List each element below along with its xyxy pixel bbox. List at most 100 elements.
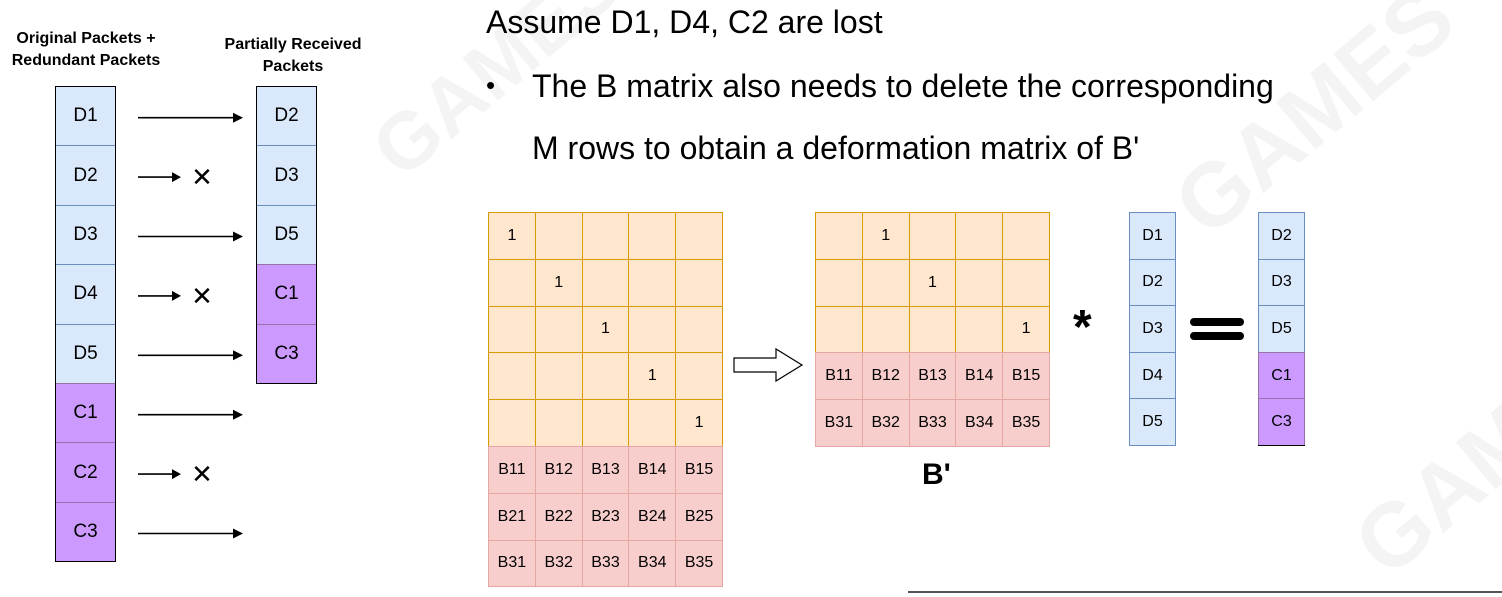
full-identity-cell bbox=[581, 212, 630, 260]
full-b-cell: B34 bbox=[628, 539, 677, 588]
equals-sign-icon bbox=[1190, 318, 1244, 340]
bprime-identity-cell bbox=[815, 212, 863, 260]
bprime-identity-cell bbox=[908, 305, 957, 354]
received-packets-header: Partially Received Packets bbox=[214, 34, 372, 78]
bprime-b-cell: B13 bbox=[908, 352, 957, 401]
data-vector: D1 D2 D3 D4 D5 bbox=[1129, 212, 1176, 446]
full-b-cell: B14 bbox=[628, 446, 677, 494]
transmission-arrows: ✕ ✕ ✕ bbox=[138, 112, 243, 539]
sent-arrow-head bbox=[233, 350, 243, 361]
sent-arrow-head bbox=[233, 231, 243, 242]
original-packets-border bbox=[55, 86, 116, 563]
bullet-line-1: The B matrix also needs to delete the co… bbox=[532, 68, 1274, 104]
bprime-identity-cell bbox=[955, 212, 1004, 260]
full-identity-cell bbox=[628, 258, 677, 307]
bprime-identity-cell bbox=[815, 305, 863, 354]
page-title: Assume D1, D4, C2 are lost bbox=[486, 4, 883, 40]
full-identity-cell: 1 bbox=[675, 399, 723, 447]
full-identity-cell bbox=[534, 399, 583, 447]
data-vector-cell-d4: D4 bbox=[1129, 351, 1176, 400]
bprime-identity-cell: 1 bbox=[1002, 305, 1050, 354]
full-identity-cell bbox=[675, 305, 723, 354]
bprime-b-cell: B33 bbox=[908, 399, 957, 447]
bprime-identity-cell bbox=[955, 305, 1004, 354]
bullet-symbol: • bbox=[486, 70, 496, 100]
bprime-b-cell: B31 bbox=[815, 399, 863, 447]
lost-arrow-head bbox=[172, 172, 181, 183]
received-packet-c1: C1 bbox=[256, 264, 317, 325]
full-identity-cell bbox=[628, 399, 677, 447]
full-identity-cell bbox=[581, 258, 630, 307]
bullet-line-2: M rows to obtain a deformation matrix of… bbox=[532, 130, 1140, 166]
bprime-identity-cell bbox=[1002, 212, 1050, 260]
bprime-identity-cell: 1 bbox=[908, 258, 957, 307]
original-packet-d5: D5 bbox=[55, 323, 116, 384]
bprime-b-cell: B12 bbox=[861, 352, 910, 401]
result-vector-cell-c1: C1 bbox=[1258, 351, 1305, 400]
full-identity-cell bbox=[628, 212, 677, 260]
original-packets-header-line1: Original Packets + bbox=[16, 30, 156, 47]
bprime-identity-cell bbox=[861, 258, 910, 307]
result-vector: D2 D3 D5 C1 C3 bbox=[1258, 212, 1305, 446]
bprime-identity-cell bbox=[861, 305, 910, 354]
watermark: GAMES bbox=[1336, 306, 1502, 597]
bprime-b-cell: B35 bbox=[1002, 399, 1050, 447]
sent-arrow-head bbox=[233, 528, 243, 539]
original-packets-header-line2: Redundant Packets bbox=[11, 52, 161, 69]
lost-x-icon: ✕ bbox=[191, 460, 213, 490]
full-identity-cell: 1 bbox=[628, 352, 677, 401]
bprime-identity-cell bbox=[815, 258, 863, 307]
full-b-cell: B12 bbox=[534, 446, 583, 494]
lost-arrow-head bbox=[172, 290, 181, 301]
bprime-identity-cell: 1 bbox=[861, 212, 910, 260]
received-packets-header-line1: Partially Received bbox=[224, 36, 362, 53]
multiply-symbol: * bbox=[1073, 301, 1092, 354]
full-identity-cell bbox=[488, 352, 536, 401]
bprime-b-cell: B32 bbox=[861, 399, 910, 447]
received-packet-d5: D5 bbox=[256, 204, 317, 266]
full-b-cell: B31 bbox=[488, 539, 536, 588]
bprime-b-cell: B15 bbox=[1002, 352, 1050, 401]
full-identity-cell bbox=[675, 352, 723, 401]
full-b-cell: B13 bbox=[581, 446, 630, 494]
data-vector-cell-d2: D2 bbox=[1129, 258, 1176, 307]
original-packets-header: Original Packets + Redundant Packets bbox=[10, 28, 162, 72]
bprime-b-cell: B34 bbox=[955, 399, 1004, 447]
data-vector-cell-d1: D1 bbox=[1129, 212, 1176, 260]
full-identity-cell bbox=[675, 212, 723, 260]
full-identity-cell bbox=[488, 399, 536, 447]
full-identity-cell bbox=[581, 399, 630, 447]
full-identity-cell bbox=[581, 352, 630, 401]
full-identity-cell bbox=[534, 352, 583, 401]
full-identity-cell: 1 bbox=[581, 305, 630, 354]
received-packets-header-line2: Packets bbox=[262, 58, 324, 75]
full-b-cell: B11 bbox=[488, 446, 536, 494]
full-identity-cell: 1 bbox=[534, 258, 583, 307]
full-identity-cell bbox=[488, 258, 536, 307]
full-b-cell: B25 bbox=[675, 492, 723, 541]
data-vector-cell-d3: D3 bbox=[1129, 305, 1176, 353]
result-vector-cell-d2: D2 bbox=[1258, 212, 1305, 260]
result-vector-cell-d3: D3 bbox=[1258, 258, 1305, 307]
full-b-cell: B35 bbox=[675, 539, 723, 588]
matrix-full: 1 1 1 1 1 B11 B12 B13 B14 B15 B21 B22 B23 B24 B25 B31 B3… bbox=[488, 212, 723, 588]
lost-x-icon: ✕ bbox=[191, 163, 213, 193]
sent-arrow-head bbox=[233, 112, 243, 123]
full-identity-cell bbox=[534, 212, 583, 260]
full-identity-cell bbox=[675, 258, 723, 307]
watermark: GAMES bbox=[1156, 0, 1475, 257]
lost-x-icon: ✕ bbox=[191, 282, 213, 312]
bprime-identity-cell bbox=[908, 212, 957, 260]
bprime-b-cell: B11 bbox=[815, 352, 863, 401]
lost-arrow-head bbox=[172, 469, 181, 480]
full-b-cell: B32 bbox=[534, 539, 583, 588]
full-b-cell: B22 bbox=[534, 492, 583, 541]
full-b-cell: B15 bbox=[675, 446, 723, 494]
result-vector-cell-d5: D5 bbox=[1258, 305, 1305, 353]
hollow-right-arrow-icon bbox=[733, 347, 804, 383]
full-identity-cell bbox=[628, 305, 677, 354]
data-vector-cell-d5: D5 bbox=[1129, 398, 1176, 446]
bprime-label: B' bbox=[922, 458, 951, 491]
full-identity-cell bbox=[488, 305, 536, 354]
full-identity-cell bbox=[534, 305, 583, 354]
